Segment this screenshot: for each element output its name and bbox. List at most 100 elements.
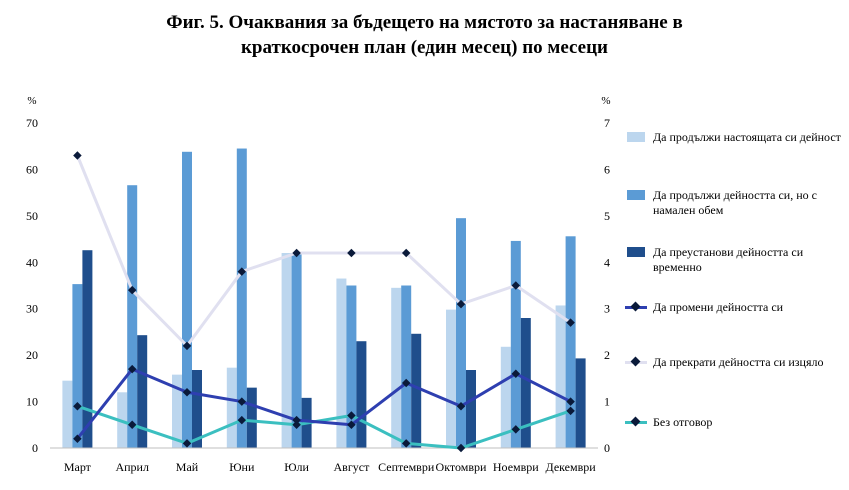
left-tick-label: 20	[26, 348, 38, 362]
data-point	[401, 378, 411, 388]
bar	[291, 253, 302, 448]
right-tick-label: 5	[604, 209, 610, 223]
left-tick-label: 30	[26, 302, 38, 316]
data-point	[127, 285, 137, 295]
left-tick-label: 50	[26, 209, 38, 223]
legend-label: Да прекрати дейността си изцяло	[653, 355, 824, 369]
data-point	[456, 401, 466, 411]
left-tick-label: 10	[26, 395, 38, 409]
legend-item: Без отговор	[625, 415, 849, 430]
category-label: Март	[64, 460, 92, 474]
data-point	[347, 248, 356, 258]
right-tick-label: 7	[604, 116, 610, 130]
legend-swatch	[625, 300, 647, 314]
bar	[391, 287, 402, 448]
chart-title-line-2: краткосрочен план (един месец) по месеци	[240, 37, 608, 58]
bar	[281, 253, 292, 448]
right-axis-label: %	[601, 95, 610, 107]
category-label: Август	[333, 460, 370, 474]
bar	[510, 240, 521, 448]
data-point	[237, 415, 247, 425]
left-axis-label: %	[27, 95, 36, 107]
category-label: Октомври	[436, 460, 487, 474]
category-label: Декември	[545, 460, 596, 474]
bar	[226, 367, 237, 448]
legend-item: Да преустанови дейността си временно	[625, 245, 849, 275]
right-tick-label: 1	[604, 395, 610, 409]
data-point	[73, 434, 82, 443]
right-tick-label: 6	[604, 162, 610, 176]
series-line	[76, 367, 572, 440]
data-point	[511, 425, 521, 434]
data-point	[182, 439, 192, 448]
bar	[466, 370, 476, 448]
category-label: Май	[176, 460, 199, 474]
data-point	[237, 397, 247, 406]
bar	[520, 318, 531, 448]
bar	[192, 370, 202, 448]
data-point	[511, 281, 521, 290]
legend-swatch	[625, 355, 647, 369]
category-label: Юли	[284, 460, 309, 474]
data-point	[456, 299, 466, 309]
right-tick-label: 4	[604, 255, 610, 269]
category-label: Ноември	[493, 460, 539, 474]
bar	[137, 335, 148, 448]
right-tick-label: 2	[604, 348, 610, 362]
data-point	[566, 397, 575, 406]
bar	[172, 374, 182, 448]
right-tick-label: 0	[604, 441, 610, 455]
data-point	[127, 420, 137, 430]
series-line	[76, 154, 572, 348]
data-point	[292, 420, 301, 430]
right-tick-label: 3	[604, 302, 610, 316]
legend-swatch	[625, 188, 647, 202]
chart-title-line-1: Фиг. 5. Очаквания за бъдещето на мястото…	[166, 12, 683, 33]
left-tick-label: 40	[26, 255, 38, 269]
bar	[401, 285, 412, 448]
data-point	[401, 439, 411, 448]
left-tick-label: 70	[26, 116, 38, 130]
bar	[236, 148, 247, 449]
legend-label: Без отговор	[653, 415, 713, 429]
data-point	[73, 151, 82, 160]
bar	[127, 185, 138, 448]
data-point	[347, 411, 356, 420]
data-point	[292, 415, 301, 425]
data-point	[347, 420, 356, 430]
data-point	[73, 401, 82, 411]
data-point	[511, 369, 521, 378]
bar	[82, 250, 93, 448]
bar	[500, 346, 511, 448]
data-point	[182, 388, 192, 397]
legend-label: Да продължи дейността си, но с намален о…	[653, 188, 817, 217]
data-point	[237, 267, 247, 276]
bar	[182, 151, 192, 449]
legend-item: Да промени дейността си	[625, 300, 849, 315]
bar	[246, 387, 257, 448]
bar	[62, 380, 73, 448]
data-point	[182, 341, 192, 351]
left-tick-label: 0	[32, 441, 38, 455]
data-point	[292, 248, 301, 258]
bar	[555, 305, 566, 448]
bar	[72, 284, 83, 448]
data-point	[401, 248, 411, 258]
left-tick-label: 60	[26, 162, 38, 176]
data-point	[456, 443, 466, 453]
legend-label: Да преустанови дейността си временно	[653, 245, 804, 274]
category-label: Април	[115, 460, 149, 474]
legend-label: Да продължи настоящата си дейност	[653, 130, 841, 144]
category-label: Юни	[229, 460, 255, 474]
legend-swatch	[625, 130, 647, 144]
bar	[356, 341, 367, 448]
legend-swatch	[625, 415, 647, 429]
legend-item: Да прекрати дейността си изцяло	[625, 355, 849, 370]
bar	[565, 236, 576, 448]
bar	[336, 278, 347, 448]
data-point	[566, 406, 575, 416]
chart-title: Фиг. 5. Очаквания за бъдещето на мястото…	[0, 10, 849, 60]
bar	[575, 358, 586, 448]
data-point	[566, 318, 575, 327]
